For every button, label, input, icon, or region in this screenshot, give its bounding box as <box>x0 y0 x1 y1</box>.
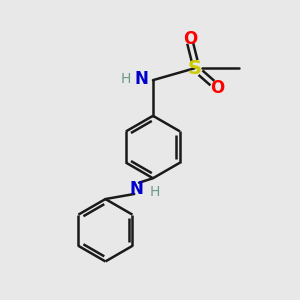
Text: O: O <box>183 29 197 47</box>
Text: N: N <box>130 180 144 198</box>
Text: H: H <box>149 184 160 199</box>
Text: S: S <box>188 59 202 78</box>
Text: O: O <box>210 79 224 97</box>
Text: H: H <box>121 72 131 86</box>
Text: N: N <box>135 70 148 88</box>
